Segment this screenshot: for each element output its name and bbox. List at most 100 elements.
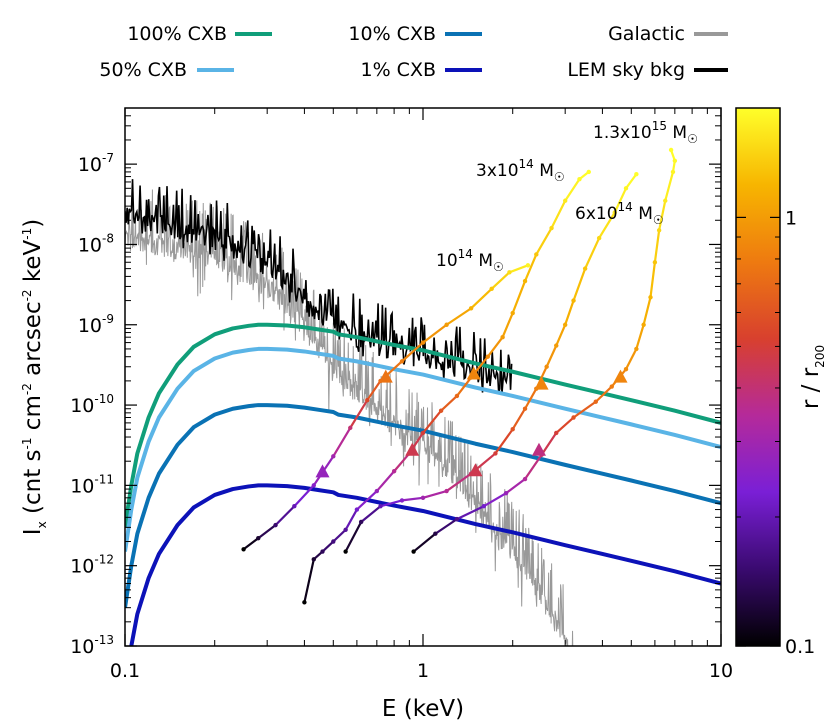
track-point	[554, 343, 559, 348]
track-arrow	[405, 442, 420, 456]
track-segment	[501, 311, 514, 339]
track-segment	[344, 520, 363, 553]
colorbar-frame	[735, 107, 781, 647]
track-point	[582, 266, 588, 271]
y-tick-label: 10-10	[70, 392, 114, 417]
track-point	[273, 522, 278, 528]
track-segment	[508, 264, 530, 274]
track-segment	[366, 379, 382, 402]
track-segment	[523, 253, 538, 283]
track-segment	[400, 496, 425, 502]
track-segment	[421, 489, 448, 499]
track-point	[522, 406, 528, 411]
track-point	[343, 527, 348, 532]
axes: 0.1 1 10E (keV)10-1310-1210-1110-1010-910-…	[20, 107, 733, 722]
track-segment	[523, 387, 538, 410]
track-segment	[482, 492, 508, 508]
track-segment	[321, 540, 335, 553]
track-arrow	[531, 442, 546, 456]
track-point	[311, 557, 316, 562]
track-segment	[494, 428, 514, 455]
track-segment	[653, 229, 661, 264]
track-point	[562, 198, 568, 203]
track-point	[571, 415, 576, 420]
plot-area	[125, 108, 721, 646]
track-point	[593, 399, 598, 404]
track-segment	[545, 344, 558, 368]
track-point	[489, 286, 494, 292]
track-segment	[455, 376, 473, 398]
track-segment	[594, 385, 613, 403]
track-point	[634, 171, 639, 177]
track-point	[500, 335, 505, 340]
track-point	[549, 225, 554, 231]
track-point	[331, 539, 336, 544]
legend-entry: 100% CXB	[127, 23, 272, 45]
track-point	[577, 176, 582, 182]
track-point	[411, 549, 416, 554]
track-point	[241, 547, 246, 552]
track-point	[420, 495, 426, 501]
track-point	[433, 531, 438, 536]
track-segment	[598, 211, 616, 240]
track-point	[510, 310, 515, 316]
legend-label: 10% CXB	[348, 23, 436, 45]
track-segment	[486, 336, 504, 358]
track-point	[354, 507, 360, 512]
mass-label: 6x1014 M☉	[575, 200, 664, 227]
track-segment	[635, 323, 645, 351]
track-segment	[564, 178, 581, 202]
track-point	[663, 198, 668, 203]
mass-label: 1014 M☉	[436, 247, 504, 274]
track-arrow	[613, 369, 628, 383]
track-point	[612, 210, 617, 215]
track-segment	[490, 271, 511, 290]
track-point	[399, 359, 405, 364]
track-segment	[624, 347, 638, 371]
track-point	[623, 366, 629, 372]
y-tick-label: 10-11	[70, 472, 114, 497]
cxb-series	[125, 346, 721, 552]
track-point	[507, 270, 512, 275]
track-segment	[445, 472, 473, 493]
track-point	[586, 169, 591, 175]
x-axis-label: E (keV)	[382, 696, 464, 722]
track-point	[668, 147, 674, 153]
track-segment	[572, 400, 597, 419]
track-segment	[664, 170, 675, 202]
track-point	[320, 549, 325, 554]
galactic-series	[125, 189, 574, 646]
track-segment	[504, 477, 527, 495]
track-point	[399, 498, 405, 503]
track-point	[454, 516, 460, 522]
track-segment	[257, 524, 277, 540]
y-tick-label: 10-8	[78, 231, 114, 256]
x-axis: 0.1 1 10	[110, 108, 733, 682]
mass-label: 3x1014 M☉	[476, 157, 565, 184]
track-arrow	[468, 463, 483, 477]
track-point	[562, 322, 568, 327]
cluster-track	[343, 171, 639, 554]
mass-label: 1.3x1015 M☉	[593, 119, 698, 146]
track-point	[468, 306, 474, 311]
colorbar-gradient	[736, 108, 780, 646]
track-point	[378, 504, 383, 509]
colorbar-label: r / r200	[798, 345, 827, 409]
track-segment	[555, 323, 567, 347]
track-segment	[445, 307, 473, 326]
y-tick-label: 10-9	[78, 312, 114, 337]
legend-label: 50% CXB	[99, 59, 187, 81]
track-point	[554, 430, 559, 436]
track-segment	[360, 505, 382, 524]
track-segment	[400, 341, 425, 363]
track-point	[510, 427, 515, 432]
track-segment	[421, 409, 443, 435]
track-point	[525, 263, 531, 268]
track-segment	[393, 452, 411, 473]
track-segment	[439, 394, 459, 412]
track-segment	[624, 173, 638, 190]
legend-entry: Galactic	[608, 23, 728, 45]
track-segment	[455, 505, 485, 521]
track-segment	[540, 431, 558, 456]
colorbar: 1 0.1 r / r200	[735, 107, 827, 658]
